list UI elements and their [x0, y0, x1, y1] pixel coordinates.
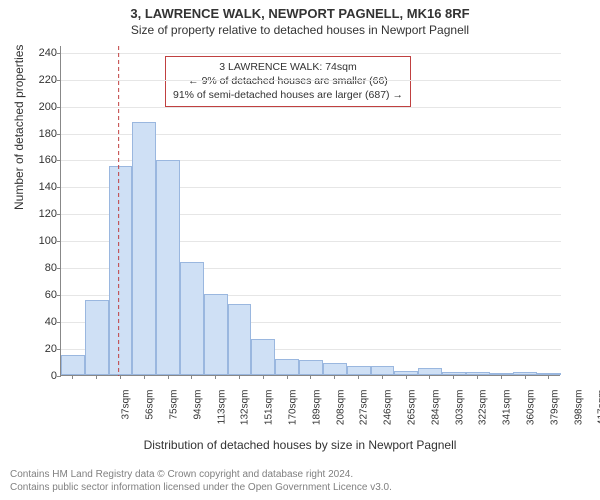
x-tick-mark — [310, 375, 311, 379]
chart-title: 3, LAWRENCE WALK, NEWPORT PAGNELL, MK16 … — [0, 6, 600, 21]
y-tick-label: 0 — [17, 370, 57, 382]
histogram-bar — [61, 355, 85, 375]
x-tick-label: 379sqm — [549, 390, 560, 440]
y-tick-label: 240 — [17, 47, 57, 59]
x-tick-mark — [453, 375, 454, 379]
x-tick-mark — [120, 375, 121, 379]
x-tick-mark — [263, 375, 264, 379]
y-tick-mark — [57, 134, 61, 135]
y-tick-label: 180 — [17, 128, 57, 140]
y-tick-label: 40 — [17, 316, 57, 328]
x-tick-label: 113sqm — [216, 390, 227, 440]
annotation-line-3: 91% of semi-detached houses are larger (… — [173, 88, 403, 102]
x-tick-label: 151sqm — [264, 390, 275, 440]
x-tick-label: 322sqm — [478, 390, 489, 440]
x-tick-mark — [239, 375, 240, 379]
footer-line-1: Contains HM Land Registry data © Crown c… — [10, 468, 392, 481]
y-tick-mark — [57, 376, 61, 377]
x-tick-label: 360sqm — [526, 390, 537, 440]
x-tick-label: 132sqm — [240, 390, 251, 440]
y-tick-mark — [57, 214, 61, 215]
x-tick-label: 75sqm — [168, 390, 179, 440]
y-tick-label: 100 — [17, 235, 57, 247]
y-tick-mark — [57, 107, 61, 108]
histogram-bar — [109, 166, 133, 375]
x-tick-mark — [215, 375, 216, 379]
footer-attribution: Contains HM Land Registry data © Crown c… — [10, 468, 392, 494]
histogram-bar — [156, 160, 180, 376]
histogram-bar — [323, 363, 347, 375]
histogram-bar — [251, 339, 275, 375]
histogram-bar — [418, 368, 442, 375]
gridline — [61, 107, 561, 108]
x-tick-label: 189sqm — [311, 390, 322, 440]
x-tick-mark — [96, 375, 97, 379]
gridline — [61, 80, 561, 81]
x-tick-mark — [525, 375, 526, 379]
histogram-bar — [371, 366, 395, 375]
x-tick-label: 56sqm — [145, 390, 156, 440]
histogram-bar — [204, 294, 228, 375]
x-tick-mark — [334, 375, 335, 379]
histogram-bar — [228, 304, 252, 375]
x-tick-mark — [168, 375, 169, 379]
x-tick-label: 303sqm — [454, 390, 465, 440]
chart-subtitle: Size of property relative to detached ho… — [0, 23, 600, 37]
x-tick-label: 227sqm — [359, 390, 370, 440]
y-tick-label: 20 — [17, 343, 57, 355]
x-tick-mark — [191, 375, 192, 379]
x-tick-mark — [72, 375, 73, 379]
annotation-box: 3 LAWRENCE WALK: 74sqm ← 9% of detached … — [165, 56, 411, 107]
y-tick-label: 140 — [17, 181, 57, 193]
histogram-bar — [132, 122, 156, 375]
footer-line-2: Contains public sector information licen… — [10, 481, 392, 494]
histogram-bar — [347, 366, 371, 375]
x-tick-mark — [548, 375, 549, 379]
annotation-line-2: ← 9% of detached houses are smaller (66) — [173, 74, 403, 88]
chart-area: 3 LAWRENCE WALK: 74sqm ← 9% of detached … — [60, 46, 560, 406]
y-tick-label: 60 — [17, 289, 57, 301]
x-tick-mark — [287, 375, 288, 379]
y-tick-label: 80 — [17, 262, 57, 274]
y-tick-label: 200 — [17, 101, 57, 113]
x-tick-label: 246sqm — [383, 390, 394, 440]
x-tick-mark — [501, 375, 502, 379]
x-tick-mark — [406, 375, 407, 379]
x-tick-label: 284sqm — [430, 390, 441, 440]
x-tick-label: 208sqm — [335, 390, 346, 440]
gridline — [61, 53, 561, 54]
histogram-bar — [180, 262, 204, 375]
y-tick-label: 220 — [17, 74, 57, 86]
y-tick-mark — [57, 268, 61, 269]
x-tick-mark — [358, 375, 359, 379]
x-axis-label: Distribution of detached houses by size … — [0, 438, 600, 452]
histogram-bar — [299, 360, 323, 375]
x-tick-mark — [477, 375, 478, 379]
x-tick-label: 37sqm — [121, 390, 132, 440]
y-tick-mark — [57, 160, 61, 161]
y-tick-mark — [57, 322, 61, 323]
x-tick-mark — [382, 375, 383, 379]
title-block: 3, LAWRENCE WALK, NEWPORT PAGNELL, MK16 … — [0, 0, 600, 37]
annotation-line-1: 3 LAWRENCE WALK: 74sqm — [173, 60, 403, 74]
histogram-bar — [85, 300, 109, 375]
y-tick-mark — [57, 53, 61, 54]
x-tick-label: 265sqm — [406, 390, 417, 440]
x-tick-label: 170sqm — [287, 390, 298, 440]
y-tick-label: 160 — [17, 154, 57, 166]
y-tick-mark — [57, 187, 61, 188]
y-tick-mark — [57, 80, 61, 81]
x-tick-mark — [429, 375, 430, 379]
histogram-bar — [275, 359, 299, 375]
y-tick-mark — [57, 241, 61, 242]
y-tick-label: 120 — [17, 208, 57, 220]
x-tick-label: 398sqm — [573, 390, 584, 440]
y-tick-mark — [57, 295, 61, 296]
x-tick-label: 341sqm — [502, 390, 513, 440]
x-tick-label: 94sqm — [192, 390, 203, 440]
x-tick-mark — [144, 375, 145, 379]
plot-region: 3 LAWRENCE WALK: 74sqm ← 9% of detached … — [60, 46, 560, 376]
y-tick-mark — [57, 349, 61, 350]
